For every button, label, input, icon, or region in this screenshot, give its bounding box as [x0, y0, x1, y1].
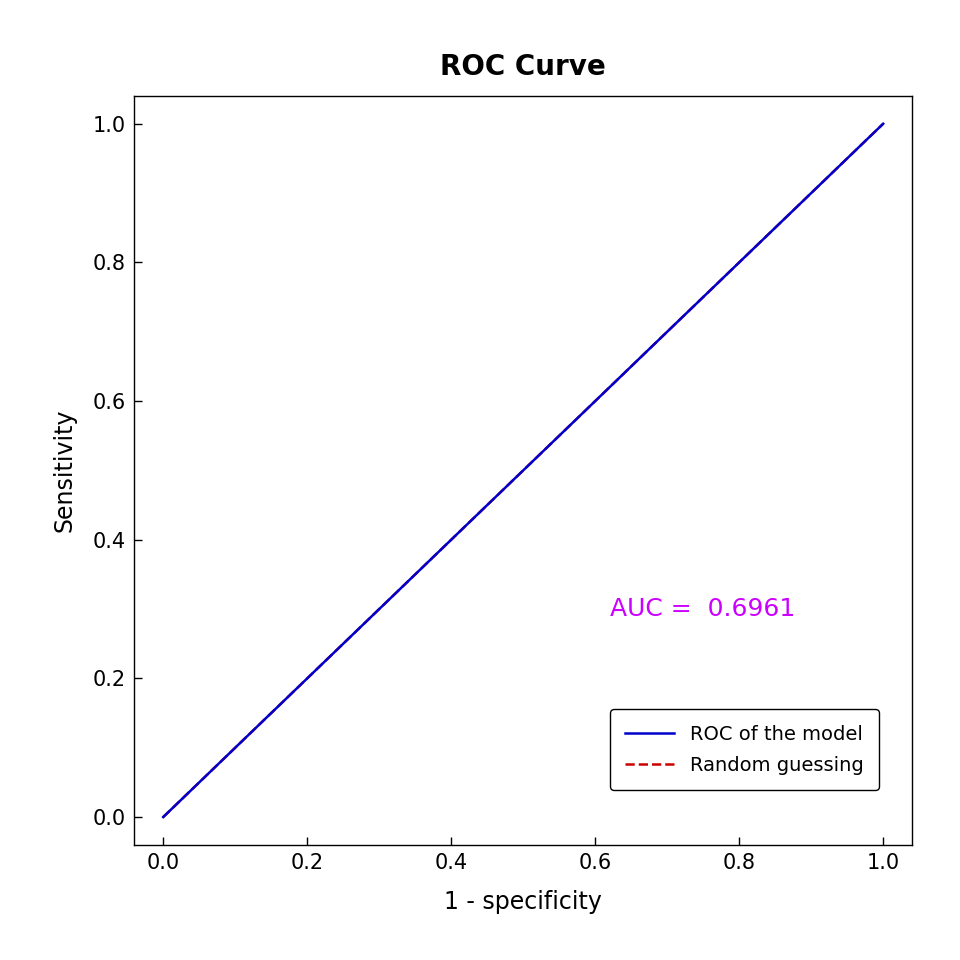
- Title: ROC Curve: ROC Curve: [441, 53, 606, 82]
- X-axis label: 1 - specificity: 1 - specificity: [444, 890, 602, 914]
- Legend: ROC of the model, Random guessing: ROC of the model, Random guessing: [610, 709, 879, 790]
- Text: AUC =  0.6961: AUC = 0.6961: [610, 597, 795, 621]
- Y-axis label: Sensitivity: Sensitivity: [52, 409, 76, 532]
